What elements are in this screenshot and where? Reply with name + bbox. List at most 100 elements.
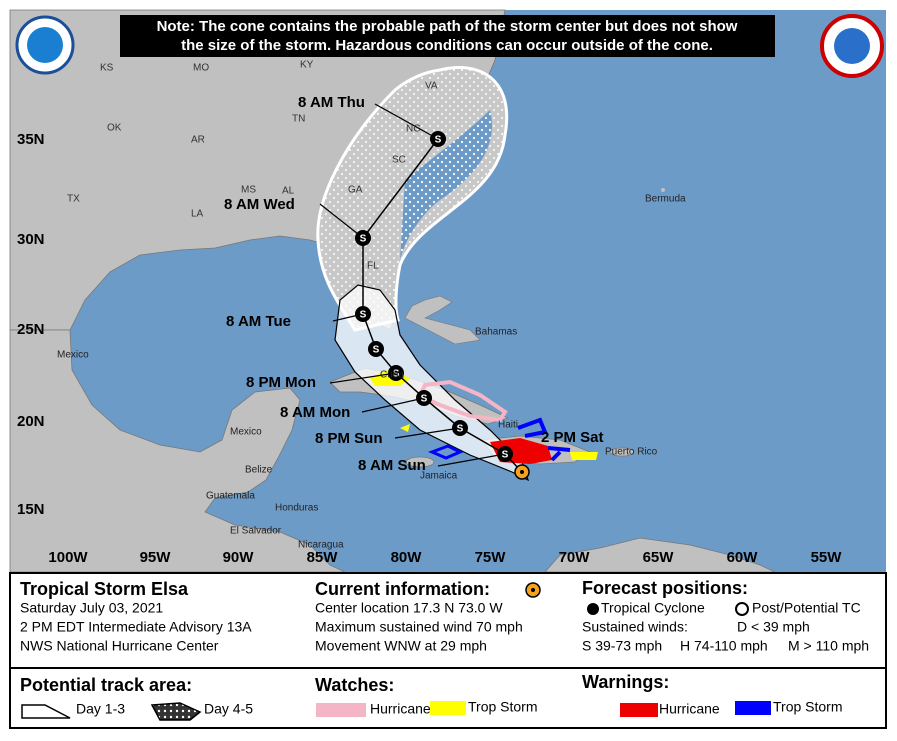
forecast-point-symbol: S xyxy=(360,310,367,321)
forecast-point-symbol: S xyxy=(373,345,380,356)
land-mexico-central-america xyxy=(9,329,346,573)
place-label: Bermuda xyxy=(645,194,686,205)
forecast-points: S S S S S S S S xyxy=(355,131,513,462)
forecast-point-symbol: S xyxy=(457,424,464,435)
current-position-center xyxy=(520,470,524,474)
forecast-point xyxy=(355,230,371,246)
land-south-america xyxy=(544,537,776,573)
longitude-label: 100W xyxy=(48,549,88,566)
storm-info-line: Saturday July 03, 2021 xyxy=(20,600,163,616)
place-label: Puerto Rico xyxy=(605,447,658,458)
forecast-point xyxy=(368,341,384,357)
leader-line xyxy=(394,427,461,439)
place-label: Honduras xyxy=(275,503,318,514)
state-label: OK xyxy=(107,123,122,134)
state-label: GA xyxy=(348,185,363,196)
map xyxy=(9,9,886,573)
forecast-label: 2 PM Sat xyxy=(541,429,604,446)
state-label: KS xyxy=(100,63,114,74)
winds-m: M > 110 mph xyxy=(788,638,869,654)
watches-title: Watches: xyxy=(315,675,394,695)
cone-day-4-5-outline xyxy=(316,66,509,332)
info-panel xyxy=(9,572,887,729)
state-label: MO xyxy=(193,63,209,74)
land-jamaica xyxy=(405,456,435,468)
longitude-label: 65W xyxy=(643,549,675,566)
label-leaders xyxy=(319,103,506,467)
forecast-point-symbol: S xyxy=(360,234,367,245)
hurricane-watch-swatch xyxy=(316,703,366,717)
day13-icon xyxy=(21,704,71,719)
place-label: El Salvador xyxy=(230,526,282,537)
state-label: TN xyxy=(292,114,305,125)
leader-line xyxy=(329,372,397,384)
texts: Note: The cone contains the probable pat… xyxy=(17,18,869,717)
forecast-point xyxy=(355,306,371,322)
forecast-label: 8 PM Sun xyxy=(315,430,383,447)
place-label: Jamaica xyxy=(420,471,458,482)
longitude-label: 85W xyxy=(307,549,339,566)
leader-line xyxy=(374,103,439,140)
trop-storm-watch xyxy=(400,424,410,432)
land-bahamas xyxy=(404,295,481,345)
hurricane-warning-swatch xyxy=(620,703,658,717)
state-label: KY xyxy=(300,60,314,71)
longitude-label: 75W xyxy=(475,549,507,566)
forecast-point xyxy=(416,390,432,406)
longitude-label: 95W xyxy=(140,549,172,566)
storm-title: Tropical Storm Elsa xyxy=(20,579,189,599)
state-label: AL xyxy=(282,186,295,197)
noaa-logo-inner xyxy=(27,27,63,63)
state-label: LA xyxy=(191,209,204,220)
place-label: Cuba xyxy=(380,370,404,381)
latitude-label: 35N xyxy=(17,131,45,148)
leader-line xyxy=(437,453,506,467)
trop-storm-watch-label: Trop Storm xyxy=(468,699,538,715)
forecast-point xyxy=(430,131,446,147)
winds-h: H 74-110 mph xyxy=(680,638,768,654)
trop-storm-warning-swatch xyxy=(735,701,771,715)
latitude-label: 30N xyxy=(17,231,45,248)
state-label: VA xyxy=(425,81,438,92)
post-tc-label: Post/Potential TC xyxy=(752,600,861,616)
winds-d: D < 39 mph xyxy=(737,619,810,635)
latitude-label: 15N xyxy=(17,501,45,518)
current-icon-center xyxy=(531,588,535,592)
state-label: FL xyxy=(367,261,379,272)
forecast-point-symbol: S xyxy=(502,450,509,461)
forecast-label: 8 PM Mon xyxy=(246,374,316,391)
current-info-line: Maximum sustained wind 70 mph xyxy=(315,619,523,635)
longitude-label: 55W xyxy=(811,549,843,566)
track-title: Potential track area: xyxy=(20,675,192,695)
tc-label: Tropical Cyclone xyxy=(601,600,705,616)
state-label: NC xyxy=(406,124,420,135)
longitude-label: 70W xyxy=(559,549,591,566)
leader-line xyxy=(361,397,425,413)
forecast-label: 8 AM Mon xyxy=(280,404,350,421)
forecast-label: 8 AM Sun xyxy=(358,457,426,474)
note-line: the size of the storm. Hazardous conditi… xyxy=(181,37,713,54)
land-bermuda xyxy=(661,188,665,192)
state-label: SC xyxy=(392,155,406,166)
forecast-point xyxy=(497,446,513,462)
post-tc-icon xyxy=(735,602,749,616)
trop-storm-watch xyxy=(570,452,598,460)
day13-label: Day 1-3 xyxy=(76,701,125,717)
day45-label: Day 4-5 xyxy=(204,701,253,717)
warnings-title: Warnings: xyxy=(582,672,669,692)
forecast-label: 8 AM Wed xyxy=(224,196,295,213)
hurricane-watch-label: Hurricane xyxy=(370,701,431,717)
day45-icon xyxy=(150,702,202,721)
place-label: Nicaragua xyxy=(298,540,344,551)
state-label: AR xyxy=(191,135,205,146)
longitude-label: 90W xyxy=(223,549,255,566)
winds-s: S 39-73 mph xyxy=(582,638,662,654)
cone-day-4-5-ocean xyxy=(400,110,492,260)
storm-info-line: 2 PM EDT Intermediate Advisory 13A xyxy=(20,619,252,635)
forecast-label: 8 AM Thu xyxy=(298,94,365,111)
hurricane-warning-label: Hurricane xyxy=(659,701,720,717)
nws-logo-inner xyxy=(834,28,870,64)
place-label: Bahamas xyxy=(475,327,517,338)
land-puerto-rico xyxy=(609,447,635,457)
forecast-point xyxy=(452,420,468,436)
